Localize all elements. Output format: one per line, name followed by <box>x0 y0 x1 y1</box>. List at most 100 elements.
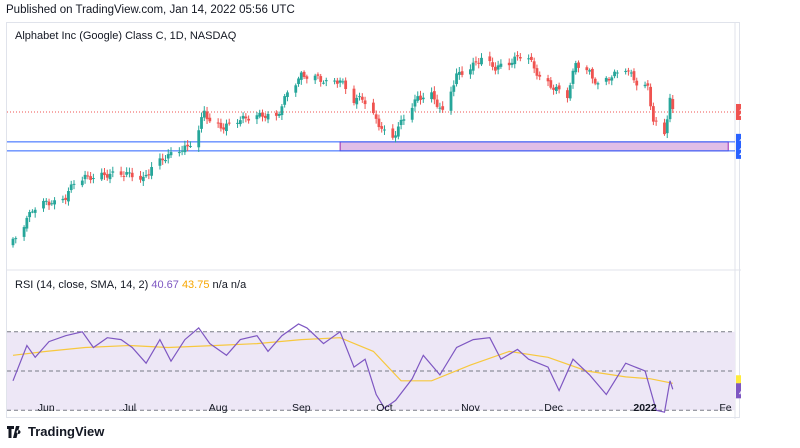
candle-body <box>305 76 309 79</box>
candle-body <box>258 112 262 117</box>
candle-body <box>335 80 339 84</box>
candle-body <box>649 86 653 107</box>
candle-body <box>341 81 345 83</box>
candle-body <box>471 62 475 71</box>
candle-body <box>261 112 264 117</box>
candle-body <box>457 71 461 75</box>
rsi-legend: RSI (14, close, SMA, 14, 2) 40.67 43.75 … <box>15 279 247 291</box>
candle-body <box>169 152 173 156</box>
tradingview-logo-icon <box>7 425 21 438</box>
candle-body <box>319 76 323 82</box>
time-axis-label: Jul <box>123 402 136 414</box>
candle-body <box>516 55 519 57</box>
candle-body <box>108 173 112 180</box>
candle-body <box>588 70 592 72</box>
candle-body <box>130 172 134 178</box>
footer-brand-name: TradingView <box>28 424 105 439</box>
candle-body <box>493 66 497 71</box>
candle-body <box>255 115 259 120</box>
candle-body <box>410 107 414 120</box>
candle-body <box>14 238 18 240</box>
candle-body <box>111 171 115 173</box>
candle-body <box>499 63 503 67</box>
candle-body <box>69 184 73 191</box>
candle-body <box>358 96 361 98</box>
candle-body <box>532 61 536 69</box>
time-axis-label: Dec <box>544 402 563 414</box>
candle-body <box>557 85 561 90</box>
candle-body <box>491 62 494 67</box>
candle-body <box>197 130 201 148</box>
candle-body <box>238 120 242 125</box>
candle-body <box>663 122 666 135</box>
candle-body <box>596 83 600 85</box>
candle-body <box>164 159 167 162</box>
candle-body <box>568 85 572 99</box>
candle-body <box>646 83 650 86</box>
rsi-value-label: 40.67 <box>739 386 741 398</box>
candle-body <box>244 116 248 119</box>
candle-body <box>455 73 458 85</box>
candle-body <box>31 211 34 213</box>
candle-body <box>432 91 436 100</box>
candle-body <box>72 183 76 185</box>
candle-body <box>419 95 422 100</box>
candle-body <box>338 80 342 83</box>
rsi-legend-na: n/a <box>213 279 231 291</box>
candle-body <box>33 209 37 213</box>
chart-canvas[interactable]: Alphabet Inc (Google) Class C, 1D, NASDA… <box>7 23 741 419</box>
candle-body <box>632 71 636 81</box>
candle-body <box>241 115 245 119</box>
candle-body <box>183 145 187 153</box>
rsi-legend-value: 40.67 <box>151 279 182 291</box>
candle-body <box>100 172 104 180</box>
candle-body <box>286 92 289 98</box>
candle-body <box>416 96 420 101</box>
candle-body <box>322 82 325 84</box>
candle-body <box>441 106 445 110</box>
rsi-line <box>12 323 674 413</box>
candle-body <box>377 118 381 128</box>
candle-body <box>47 201 51 206</box>
candle-body <box>460 71 464 75</box>
candle-body <box>333 80 336 82</box>
candle-body <box>496 65 500 70</box>
candle-body <box>438 107 442 109</box>
candle-body <box>61 198 65 201</box>
candle-body <box>355 97 359 105</box>
candle-body <box>552 87 555 90</box>
candle-body <box>604 77 608 82</box>
candle-body <box>236 122 239 124</box>
candle-body <box>530 56 533 61</box>
time-axis-label: Jun <box>38 402 55 414</box>
time-axis-label: Oct <box>376 402 392 414</box>
candle-body <box>128 172 131 174</box>
candle-body <box>141 176 145 182</box>
candle-body <box>665 119 669 134</box>
published-caption: Published on TradingView.com, Jan 14, 20… <box>6 4 295 16</box>
candle-body <box>510 62 514 65</box>
candle-body <box>144 174 148 177</box>
last-price-label: 2782.62 <box>739 107 741 119</box>
candle-body <box>421 97 425 100</box>
candle-body <box>67 190 70 202</box>
candle-body <box>488 56 492 62</box>
time-axis-label: 2022 <box>633 402 657 414</box>
candle-body <box>208 117 212 122</box>
time-axis-label: Sep <box>292 402 311 414</box>
time-axis-label: Aug <box>209 402 228 414</box>
time-axis-label: Nov <box>461 402 480 414</box>
candle-body <box>635 80 639 86</box>
candle-body <box>25 217 29 229</box>
candle-body <box>513 56 517 65</box>
candle-body <box>383 129 386 131</box>
candle-body <box>566 90 569 99</box>
candle-body <box>86 175 90 177</box>
candle-body <box>396 126 400 137</box>
candle-body <box>374 114 378 119</box>
chart-frame[interactable]: Alphabet Inc (Google) Class C, 1D, NASDA… <box>6 22 741 419</box>
support-zone-rect <box>339 141 729 152</box>
candle-body <box>574 63 578 73</box>
candle-body <box>147 174 151 176</box>
candle-body <box>247 118 251 121</box>
